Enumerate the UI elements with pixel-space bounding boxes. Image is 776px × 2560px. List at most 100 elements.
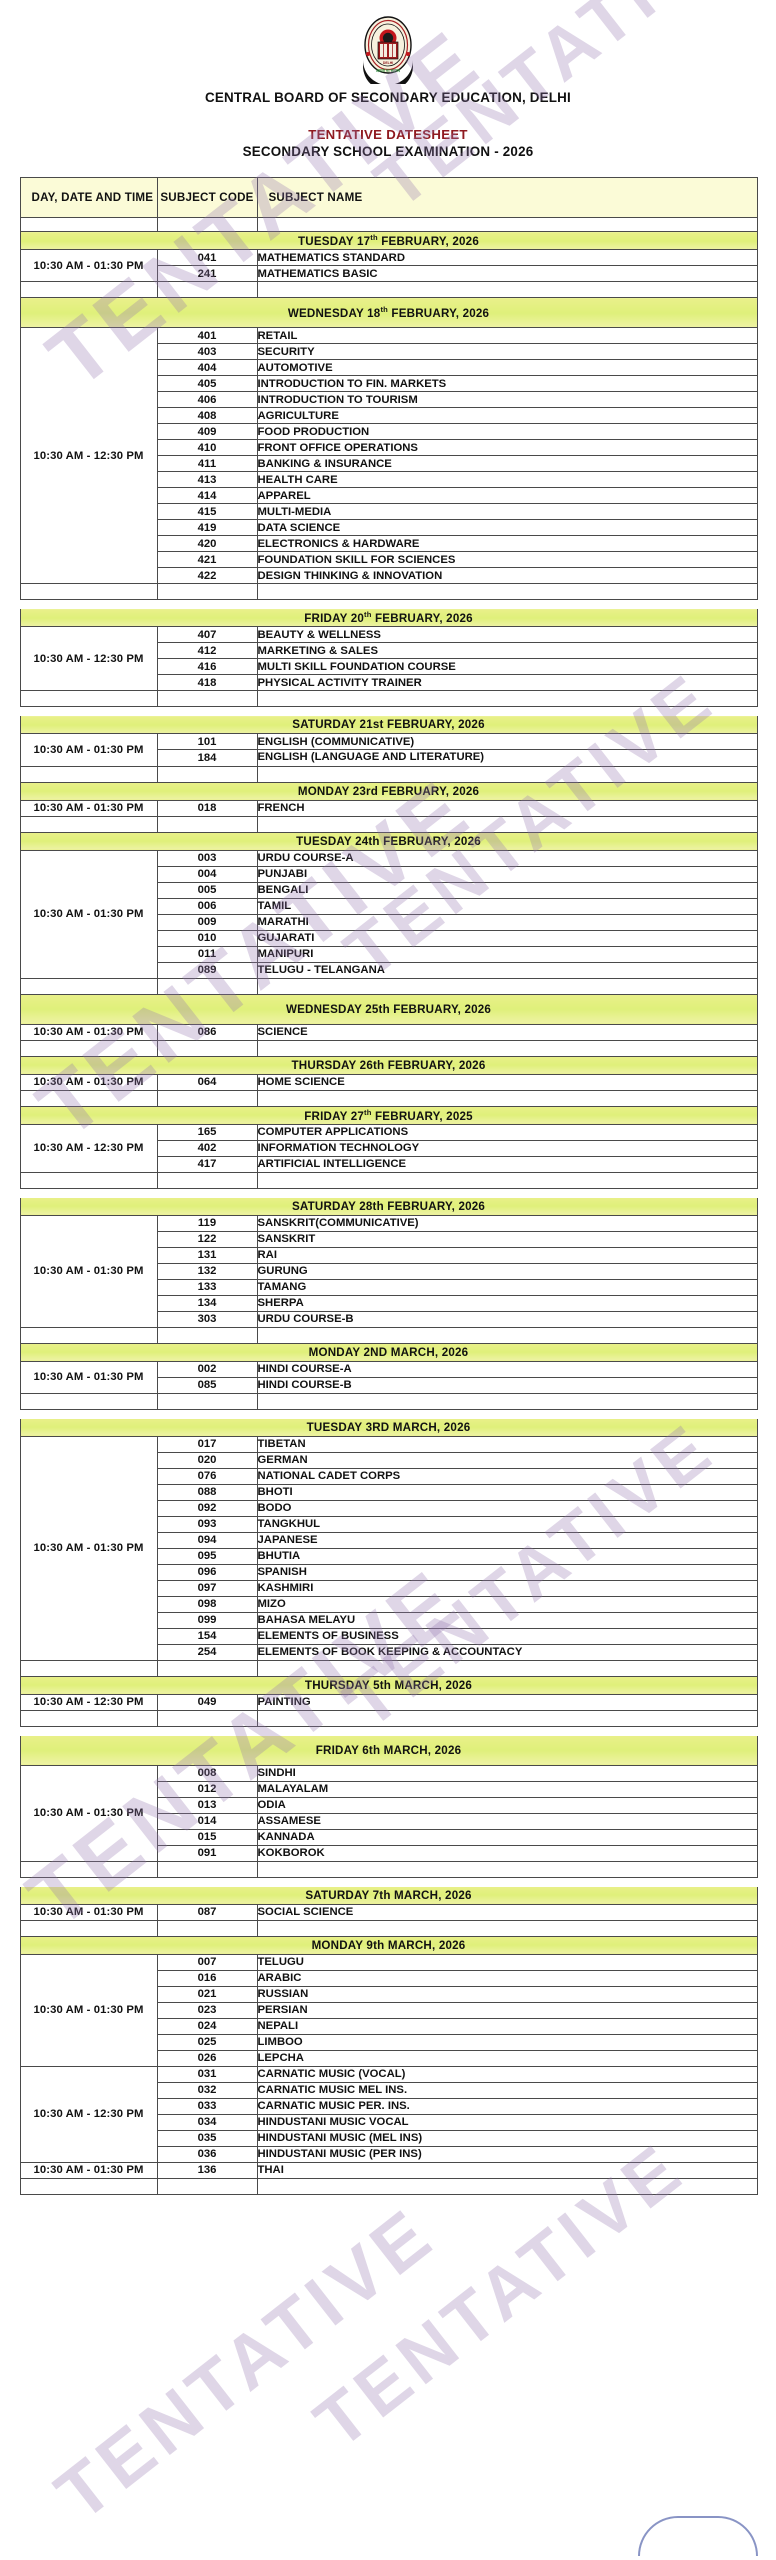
- day-header-row: MONDAY 9th MARCH, 2026: [19, 1935, 758, 1955]
- cbse-emblem-icon: DELHI असतो मा सद्गमय: [353, 14, 423, 84]
- subject-code: 002: [156, 1360, 258, 1378]
- subject-code: 089: [156, 961, 258, 979]
- table-row: 10:30 AM - 12:30 PM 049 PAINTING: [19, 1693, 758, 1711]
- table-row: 10:30 AM - 01:30 PM 136 THAI: [19, 2161, 758, 2179]
- subject-code: 420: [156, 535, 258, 553]
- subject-code: 412: [156, 642, 258, 660]
- subject-name: BANKING & INSURANCE: [256, 455, 758, 473]
- subject-code: 134: [156, 1294, 258, 1312]
- subject-name: BHOTI: [256, 1483, 758, 1501]
- table-row: 10:30 AM - 01:30 PM 064 HOME SCIENCE: [19, 1073, 758, 1091]
- blank-cell: [156, 1709, 258, 1727]
- table-row: 10:30 AM - 01:30 PM 007 TELUGU: [19, 1953, 758, 2067]
- subject-code: 009: [156, 913, 258, 931]
- table-row: 184 ENGLISH (LANGUAGE AND LITERATURE): [20, 749, 758, 767]
- subject-code: 136: [156, 2161, 258, 2179]
- table-row: 024 NEPALI: [20, 2017, 758, 2035]
- subject-code: 033: [156, 2097, 258, 2115]
- ordinal-suffix: th: [370, 233, 378, 243]
- subject-name: BHUTIA: [256, 1547, 758, 1565]
- subject-name: INFORMATION TECHNOLOGY: [256, 1139, 758, 1157]
- section-gap-row: [19, 599, 758, 610]
- blank-cell: [19, 1326, 158, 1344]
- spacer-cell: [19, 217, 158, 233]
- subject-name: FOOD PRODUCTION: [256, 423, 758, 441]
- subject-name: SECURITY: [256, 343, 758, 361]
- day-header-label: SATURDAY 28th FEBRUARY, 2026: [19, 1196, 758, 1216]
- subject-name: PUNJABI: [256, 865, 758, 883]
- subject-name: INTRODUCTION TO FIN. MARKETS: [256, 375, 758, 393]
- subject-code: 421: [156, 551, 258, 569]
- blank-cell: [256, 281, 758, 299]
- board-name: CENTRAL BOARD OF SECONDARY EDUCATION, DE…: [205, 90, 571, 105]
- day-header-row: WEDNESDAY 25th FEBRUARY, 2026: [19, 993, 758, 1025]
- subject-code: 023: [156, 2001, 258, 2019]
- subject-name: URDU COURSE-A: [256, 849, 758, 867]
- blank-cell: [156, 765, 258, 783]
- day-header-label: FRIDAY 6th MARCH, 2026: [19, 1734, 758, 1766]
- subject-code: 401: [156, 327, 258, 345]
- blank-cell: [156, 1392, 258, 1410]
- subject-name: HOME SCIENCE: [256, 1073, 758, 1091]
- blank-cell: [256, 1392, 758, 1410]
- blank-cell: [256, 1709, 758, 1727]
- day-header-label: TUESDAY 17th FEBRUARY, 2026: [19, 231, 758, 251]
- day-header-label: TUESDAY 24th FEBRUARY, 2026: [19, 831, 758, 851]
- ordinal-suffix: th: [380, 305, 389, 315]
- subject-name: MATHEMATICS BASIC: [256, 265, 758, 283]
- subject-code: 006: [156, 897, 258, 915]
- subject-code: 034: [156, 2113, 258, 2131]
- subject-name: ARTIFICIAL INTELLIGENCE: [256, 1155, 758, 1173]
- subject-code: 165: [156, 1123, 258, 1141]
- subject-code: 095: [156, 1547, 258, 1565]
- subject-code: 413: [156, 471, 258, 489]
- subject-name: ARABIC: [256, 1969, 758, 1987]
- subject-code: 041: [156, 249, 258, 267]
- table-row: 10:30 AM - 01:30 PM 086 SCIENCE: [19, 1023, 758, 1041]
- table-row: 10:30 AM - 01:30 PM 119 SANSKRIT(COMMUNICA…: [19, 1214, 758, 1328]
- subject-code: 005: [156, 881, 258, 899]
- table-row: 10:30 AM - 01:30 PM 002 HINDI COURSE-A: [19, 1360, 758, 1394]
- subject-name: HINDUSTANI MUSIC (MEL INS): [256, 2129, 758, 2147]
- subject-name: SCIENCE: [256, 1023, 758, 1041]
- table-row: 416 MULTI SKILL FOUNDATION COURSE: [20, 658, 758, 676]
- blank-cell: [156, 1860, 258, 1878]
- table-row: 415 MULTI-MEDIA: [20, 503, 758, 521]
- subject-code: 419: [156, 519, 258, 537]
- day-header-row: FRIDAY 20th FEBRUARY, 2026: [19, 608, 758, 628]
- exam-time: 10:30 AM - 01:30 PM: [19, 1360, 158, 1394]
- blank-cell: [19, 1039, 158, 1057]
- day-header-row: FRIDAY 27th FEBRUARY, 2025: [19, 1105, 758, 1125]
- subject-name: AGRICULTURE: [256, 407, 758, 425]
- section-blank-row: [19, 1326, 758, 1344]
- subject-name: JAPANESE: [256, 1531, 758, 1549]
- subject-code: 184: [156, 749, 258, 767]
- table-row: 10:30 AM - 01:30 PM 017 TIBETAN: [19, 1435, 758, 1661]
- subject-name: ENGLISH (COMMUNICATIVE): [256, 733, 758, 751]
- section-blank-row: [19, 1171, 758, 1189]
- table-row: 089 TELUGU - TELANGANA: [20, 961, 758, 979]
- day-header-row: SATURDAY 28th FEBRUARY, 2026: [19, 1196, 758, 1216]
- table-row: 011 MANIPURI: [20, 945, 758, 963]
- subject-code: 011: [156, 945, 258, 963]
- table-row: 10:30 AM - 12:30 PM 407 BEAUTY & WELLNESS: [19, 626, 758, 692]
- day-header-label: TUESDAY 3RD MARCH, 2026: [19, 1417, 758, 1437]
- day-header-label: THURSDAY 26th FEBRUARY, 2026: [19, 1055, 758, 1075]
- subject-name: LIMBOO: [256, 2033, 758, 2051]
- exam-time: 10:30 AM - 01:30 PM: [19, 799, 158, 817]
- spacer-row: [19, 217, 758, 233]
- subject-name: FRONT OFFICE OPERATIONS: [256, 439, 758, 457]
- blank-cell: [156, 2177, 258, 2195]
- subject-name: MULTI-MEDIA: [256, 503, 758, 521]
- subject-name: HINDI COURSE-A: [256, 1360, 758, 1378]
- subject-name: APPAREL: [256, 487, 758, 505]
- subject-name: ASSAMESE: [256, 1812, 758, 1830]
- subject-name: ENGLISH (LANGUAGE AND LITERATURE): [256, 749, 758, 767]
- subject-name: HINDUSTANI MUSIC VOCAL: [256, 2113, 758, 2131]
- subject-code: 411: [156, 455, 258, 473]
- day-header-label: MONDAY 23rd FEBRUARY, 2026: [19, 781, 758, 801]
- section-blank-row: [19, 1392, 758, 1410]
- subject-code: 016: [156, 1969, 258, 1987]
- subject-code: 008: [156, 1764, 258, 1782]
- subject-name: SINDHI: [256, 1764, 758, 1782]
